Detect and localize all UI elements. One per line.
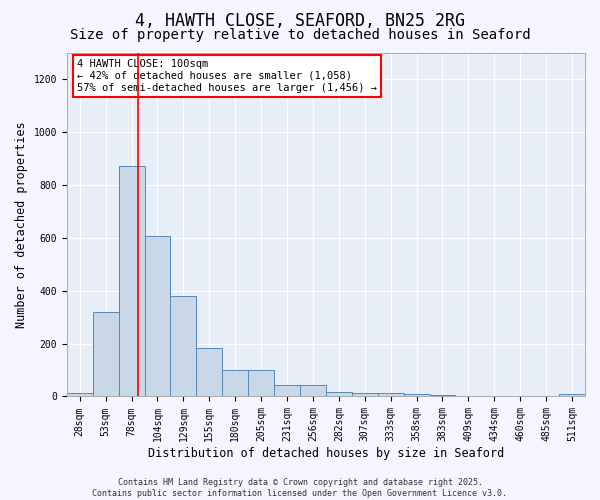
Bar — [430, 395, 455, 396]
Text: 4, HAWTH CLOSE, SEAFORD, BN25 2RG: 4, HAWTH CLOSE, SEAFORD, BN25 2RG — [135, 12, 465, 30]
Bar — [559, 394, 585, 396]
Text: 4 HAWTH CLOSE: 100sqm
← 42% of detached houses are smaller (1,058)
57% of semi-d: 4 HAWTH CLOSE: 100sqm ← 42% of detached … — [77, 60, 377, 92]
Bar — [300, 384, 326, 396]
Bar — [352, 392, 378, 396]
Bar — [67, 394, 92, 396]
Bar — [222, 370, 248, 396]
Bar — [119, 166, 145, 396]
Bar — [248, 370, 274, 396]
Y-axis label: Number of detached properties: Number of detached properties — [15, 121, 28, 328]
Bar — [170, 296, 196, 396]
Bar — [326, 392, 352, 396]
X-axis label: Distribution of detached houses by size in Seaford: Distribution of detached houses by size … — [148, 447, 504, 460]
Bar — [274, 384, 300, 396]
Bar — [378, 392, 404, 396]
Bar — [92, 312, 119, 396]
Text: Size of property relative to detached houses in Seaford: Size of property relative to detached ho… — [70, 28, 530, 42]
Bar — [404, 394, 430, 396]
Bar — [145, 236, 170, 396]
Text: Contains HM Land Registry data © Crown copyright and database right 2025.
Contai: Contains HM Land Registry data © Crown c… — [92, 478, 508, 498]
Bar — [196, 348, 222, 397]
